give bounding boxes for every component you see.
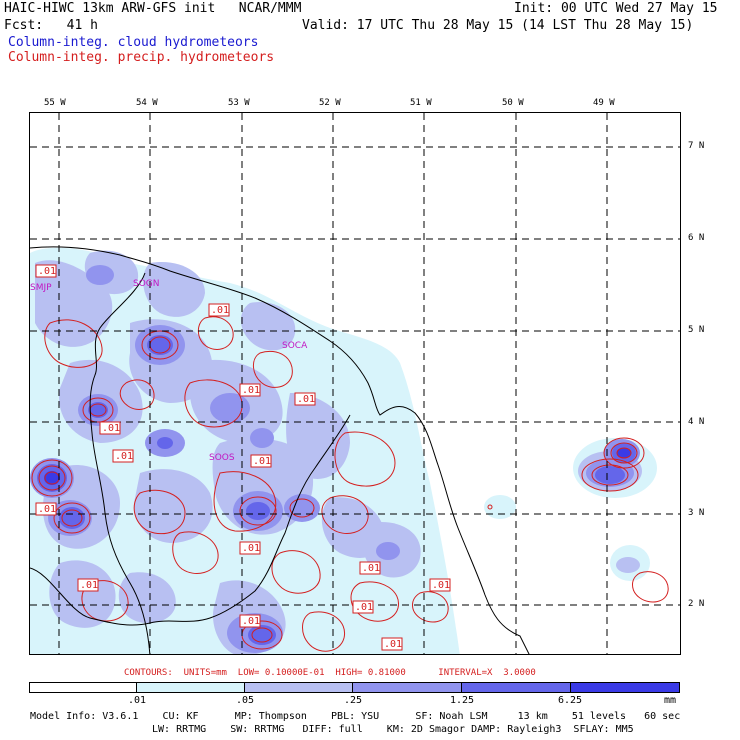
lat-label-2n: 2 N xyxy=(688,599,705,609)
contour-label: .01 xyxy=(297,394,316,405)
lon-label-51w: 51 W xyxy=(410,98,432,108)
contour-label: .01 xyxy=(384,639,403,650)
contour-label: .01 xyxy=(362,563,381,574)
lon-label-52w: 52 W xyxy=(319,98,341,108)
colorbar-bin-2 xyxy=(244,682,353,693)
lat-label-4n: 4 N xyxy=(688,417,705,427)
contour-label: .01 xyxy=(38,266,57,277)
model-info-line1: Model Info: V3.6.1 CU: KF MP: Thompson P… xyxy=(30,711,681,722)
lon-label-49w: 49 W xyxy=(593,98,615,108)
station-smjp: SMJP xyxy=(30,283,52,293)
contour-label: .01 xyxy=(211,305,230,316)
contour-label: .01 xyxy=(242,616,261,627)
forecast-hour: Fcst: 41 h xyxy=(4,18,98,33)
colorbar-tick: .05 xyxy=(236,695,255,706)
border-suriname-french-guiana xyxy=(89,272,151,654)
lat-lon-grid xyxy=(30,113,680,654)
colorbar-bin-0 xyxy=(29,682,137,693)
model-info-line2: LW: RRTMG SW: RRTMG DIFF: full KM: 2D Sm… xyxy=(152,724,634,735)
colorbar-bin-3 xyxy=(352,682,462,693)
contour-label-boxes xyxy=(35,264,451,651)
colorbar-bin-1 xyxy=(136,682,245,693)
contour-label: .01 xyxy=(80,580,99,591)
legend-cloud-hydrometeors: Column-integ. cloud hydrometeors xyxy=(8,35,259,50)
cloud-shading-extreme xyxy=(44,448,631,485)
precip-contours xyxy=(31,316,669,652)
lon-label-55w: 55 W xyxy=(44,98,66,108)
map-panel: .01 .01 .01 .01 .01 .01 .01 .01 .01 .01 … xyxy=(29,112,681,655)
contours-info: CONTOURS: UNITS=mm LOW= 0.10000E-01 HIGH… xyxy=(124,668,536,678)
coastline xyxy=(30,246,530,654)
contour-label: .01 xyxy=(432,580,451,591)
lat-label-3n: 3 N xyxy=(688,508,705,518)
station-soca: SOCA xyxy=(282,341,308,351)
border-french-guiana-brazil xyxy=(30,414,351,626)
plot-title: HAIC-HIWC 13km ARW-GFS init NCAR/MMM xyxy=(4,1,302,16)
init-time: Init: 00 UTC Wed 27 May 15 xyxy=(514,1,718,16)
station-soos: SOOS xyxy=(209,453,235,463)
contour-label: .01 xyxy=(38,504,57,515)
legend-precip-hydrometeors: Column-integ. precip. hydrometeors xyxy=(8,50,275,65)
contour-label: .01 xyxy=(355,602,374,613)
contour-label: .01 xyxy=(242,543,261,554)
lon-label-53w: 53 W xyxy=(228,98,250,108)
contour-label: .01 xyxy=(115,451,134,462)
colorbar-bin-4 xyxy=(461,682,571,693)
colorbar-units: mm xyxy=(664,695,677,706)
colorbar-tick: 1.25 xyxy=(450,695,475,706)
lon-label-50w: 50 W xyxy=(502,98,524,108)
colorbar-tick: 6.25 xyxy=(558,695,583,706)
contour-label: .01 xyxy=(102,423,121,434)
contour-label: .01 xyxy=(253,456,272,467)
valid-time: Valid: 17 UTC Thu 28 May 15 (14 LST Thu … xyxy=(302,18,694,33)
colorbar-bin-5 xyxy=(570,682,680,693)
colorbar-tick: .01 xyxy=(128,695,147,706)
lat-label-6n: 6 N xyxy=(688,233,705,243)
lon-label-54w: 54 W xyxy=(136,98,158,108)
colorbar-tick: .25 xyxy=(344,695,363,706)
station-sogn: SOGN xyxy=(133,279,160,289)
contour-label: .01 xyxy=(242,385,261,396)
lat-label-7n: 7 N xyxy=(688,141,705,151)
lat-label-5n: 5 N xyxy=(688,325,705,335)
map-canvas xyxy=(30,113,680,654)
